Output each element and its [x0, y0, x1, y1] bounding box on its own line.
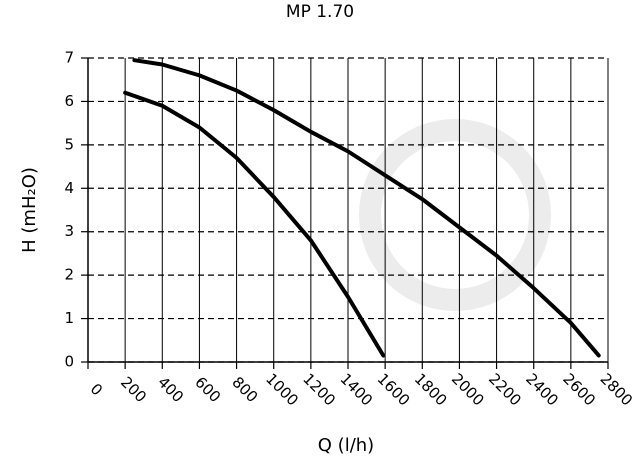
- curve: [123, 90, 386, 358]
- chart-title: MP 1.70: [286, 2, 354, 22]
- x-tick-label: 1000: [262, 370, 302, 410]
- y-tick-label: 6: [64, 92, 74, 110]
- x-tick-label: 1400: [336, 370, 376, 410]
- x-tick-label: 1200: [299, 370, 339, 410]
- x-tick-label: 2400: [522, 370, 562, 410]
- y-tick-label: 7: [64, 49, 74, 67]
- y-tick-label: 4: [64, 179, 74, 197]
- y-tick-label: 3: [64, 222, 74, 240]
- y-tick-label: 0: [64, 353, 74, 371]
- y-axis-label: H (mH₂O): [19, 167, 40, 253]
- x-tick-label: 2200: [485, 370, 525, 410]
- x-tick-label: 800: [228, 373, 261, 406]
- x-tick-label: 1800: [411, 370, 451, 410]
- x-tick-label: 2600: [559, 370, 599, 410]
- watermark: [359, 119, 551, 311]
- x-tick-label: 0: [87, 380, 106, 399]
- y-tick-label: 2: [64, 266, 74, 284]
- x-tick-label: 200: [117, 373, 150, 406]
- x-tick-label: 2000: [448, 370, 488, 410]
- x-axis-label: Q (l/h): [318, 435, 374, 456]
- y-tick-label: 1: [64, 309, 74, 327]
- x-tick-label: 600: [191, 373, 224, 406]
- curve: [132, 58, 601, 358]
- y-tick-label: 5: [64, 135, 74, 153]
- x-tick-label: 400: [154, 373, 187, 406]
- x-tick-label: 2800: [596, 370, 636, 410]
- x-tick-label: 1600: [374, 370, 414, 410]
